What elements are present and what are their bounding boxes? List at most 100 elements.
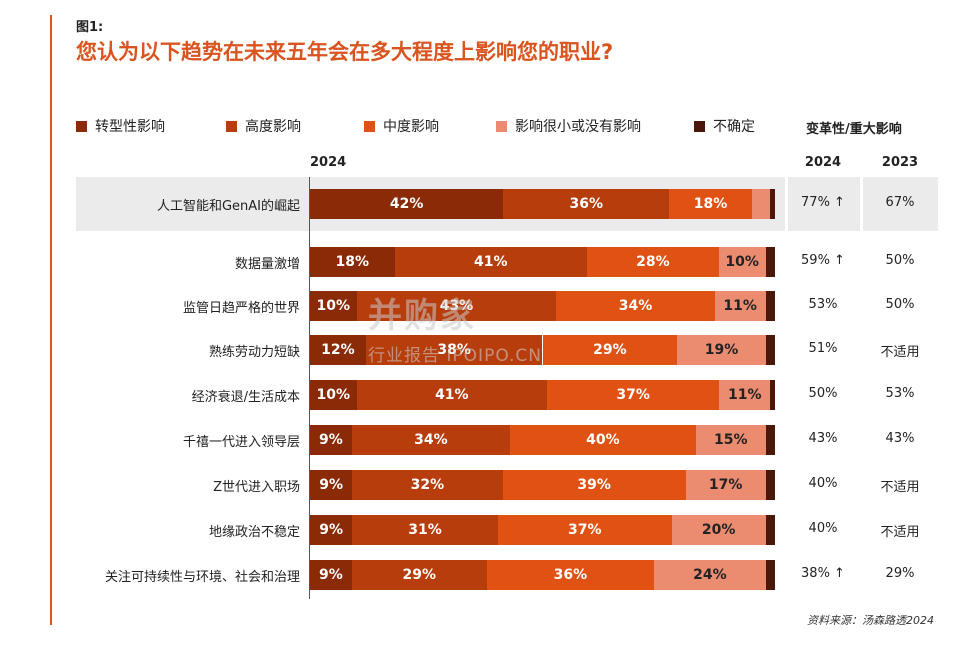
data-label: 43% [439, 298, 474, 314]
data-label: 9% [319, 432, 343, 448]
category-label: 关注可持续性与环境、社会和治理 [104, 570, 300, 585]
data-label: 41% [474, 254, 508, 270]
data-label: 34% [618, 298, 653, 314]
bar-segment: 34% [351, 425, 510, 455]
highlight-divider [785, 177, 788, 231]
legend-swatch [364, 120, 375, 132]
data-label: 12% [321, 342, 355, 358]
data-label: 9% [319, 522, 344, 538]
metric-year-2024: 2024 [804, 155, 842, 170]
bar-segment [770, 189, 775, 219]
category-label: 人工智能和GenAI的崛起 [156, 199, 300, 214]
metric-2023-value: 67% [885, 195, 915, 210]
bar-segment [765, 515, 775, 545]
bar-segment: 24% [654, 560, 766, 590]
bar-segment: 37% [497, 515, 672, 545]
data-label: 38% [437, 342, 471, 358]
metric-2024-value: 50% [808, 386, 838, 401]
metric-2024-value: 40% [808, 521, 838, 536]
bar-segment: 19% [677, 335, 766, 365]
legend-item: 影响很小或没有影响 [496, 116, 641, 136]
source-note: 资料来源：汤森路透2024 [807, 614, 934, 627]
data-label: 24% [693, 567, 727, 583]
data-label: 42% [389, 196, 424, 212]
bar-segment: 38% [365, 335, 543, 365]
metric-2024-value: 77% ↑ [801, 195, 845, 210]
category-label: 地缘政治不稳定 [208, 525, 300, 540]
bar-segment: 28% [587, 247, 719, 277]
data-label: 20% [701, 522, 736, 538]
category-label: Z世代进入职场 [213, 480, 300, 495]
bar-segment [770, 380, 775, 410]
data-label: 10% [316, 387, 350, 403]
legend-swatch [226, 120, 237, 132]
bar-segment [765, 335, 775, 365]
data-label: 37% [568, 522, 602, 538]
metric-2023-value: 53% [885, 386, 915, 401]
data-label: 36% [553, 567, 588, 583]
bar-segment: 39% [502, 470, 686, 500]
bar-segment: 18% [310, 247, 395, 277]
bar-segment: 18% [669, 189, 752, 219]
category-label: 数据量激增 [234, 257, 300, 272]
data-label: 10% [725, 254, 759, 270]
metric-2023-value: 不适用 [880, 345, 920, 360]
metric-2024-value: 53% [808, 297, 838, 312]
metric-2023-value: 50% [885, 253, 915, 268]
bar-segment [765, 247, 775, 277]
bar-segment: 15% [695, 425, 766, 455]
data-label: 34% [414, 432, 448, 448]
highlight-divider [860, 177, 863, 231]
legend-item: 不确定 [694, 116, 755, 136]
bar-segment: 10% [718, 247, 766, 277]
category-label: 经济衰退/生活成本 [191, 390, 300, 405]
bar-segment: 31% [352, 515, 498, 545]
legend: 转型性影响 高度影响 中度影响 影响很小或没有影响 不确定 [76, 116, 776, 136]
bar-segment: 9% [310, 515, 353, 545]
bar-segment [765, 291, 775, 321]
metric-header: 变革性/重大影响 [806, 122, 902, 137]
legend-item: 转型性影响 [76, 116, 165, 136]
bar-segment: 20% [671, 515, 766, 545]
data-label: 29% [593, 342, 627, 358]
legend-swatch [76, 120, 87, 132]
data-label: 40% [586, 432, 620, 448]
metric-2024-value: 51% [808, 341, 838, 356]
metric-2023-value: 不适用 [880, 525, 920, 540]
data-label: 28% [636, 254, 670, 270]
legend-label: 不确定 [713, 119, 755, 135]
bar-segment: 9% [310, 470, 353, 500]
figure-label: 图1: [76, 20, 104, 35]
y-axis-line [309, 177, 310, 599]
data-label: 39% [577, 477, 611, 493]
bar-segment: 37% [547, 380, 720, 410]
legend-label: 中度影响 [383, 119, 439, 135]
data-label: 11% [723, 298, 757, 314]
bar-segment: 36% [486, 560, 655, 590]
bar-segment: 11% [714, 291, 766, 321]
metric-2024-value: 43% [808, 431, 838, 446]
bar-segment: 42% [310, 189, 504, 219]
data-label: 19% [704, 342, 739, 358]
bar-segment: 29% [542, 335, 678, 365]
data-label: 18% [335, 254, 370, 270]
metric-year-2023: 2023 [881, 155, 919, 170]
metric-2024-value: 38% ↑ [801, 566, 845, 581]
bar-segment: 10% [310, 380, 357, 410]
category-label: 千禧一代进入领导层 [182, 435, 300, 450]
chart-title: 您认为以下趋势在未来五年会在多大程度上影响您的职业? [76, 40, 614, 64]
bar-segment: 40% [509, 425, 696, 455]
bar-segment: 9% [310, 560, 352, 590]
data-label: 41% [435, 387, 469, 403]
legend-label: 转型性影响 [95, 119, 165, 135]
legend-label: 高度影响 [245, 119, 301, 135]
data-label: 10% [316, 298, 350, 314]
metric-2023-value: 不适用 [880, 480, 920, 495]
data-label: 29% [402, 567, 437, 583]
data-label: 9% [319, 477, 344, 493]
bar-segment: 10% [310, 291, 357, 321]
data-label: 18% [693, 196, 728, 212]
bar-segment: 41% [356, 380, 548, 410]
data-label: 9% [319, 567, 343, 583]
bar-year-label: 2024 [310, 155, 347, 170]
